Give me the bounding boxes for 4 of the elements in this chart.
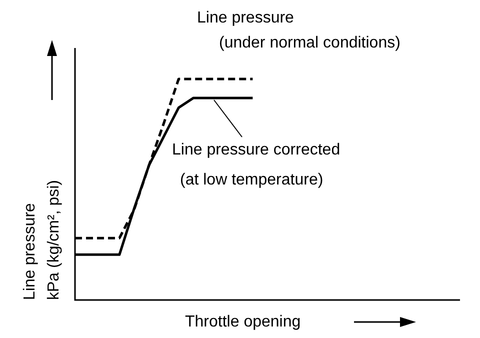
legend-label: Line pressure corrected (at low temperature): [172, 141, 340, 188]
x-axis-title: Throttle opening: [185, 313, 301, 330]
series-label: Line pressure (under normal conditions): [197, 9, 400, 52]
y-axis-title: Line pressure kPa (kg/cm², psi): [21, 180, 62, 300]
